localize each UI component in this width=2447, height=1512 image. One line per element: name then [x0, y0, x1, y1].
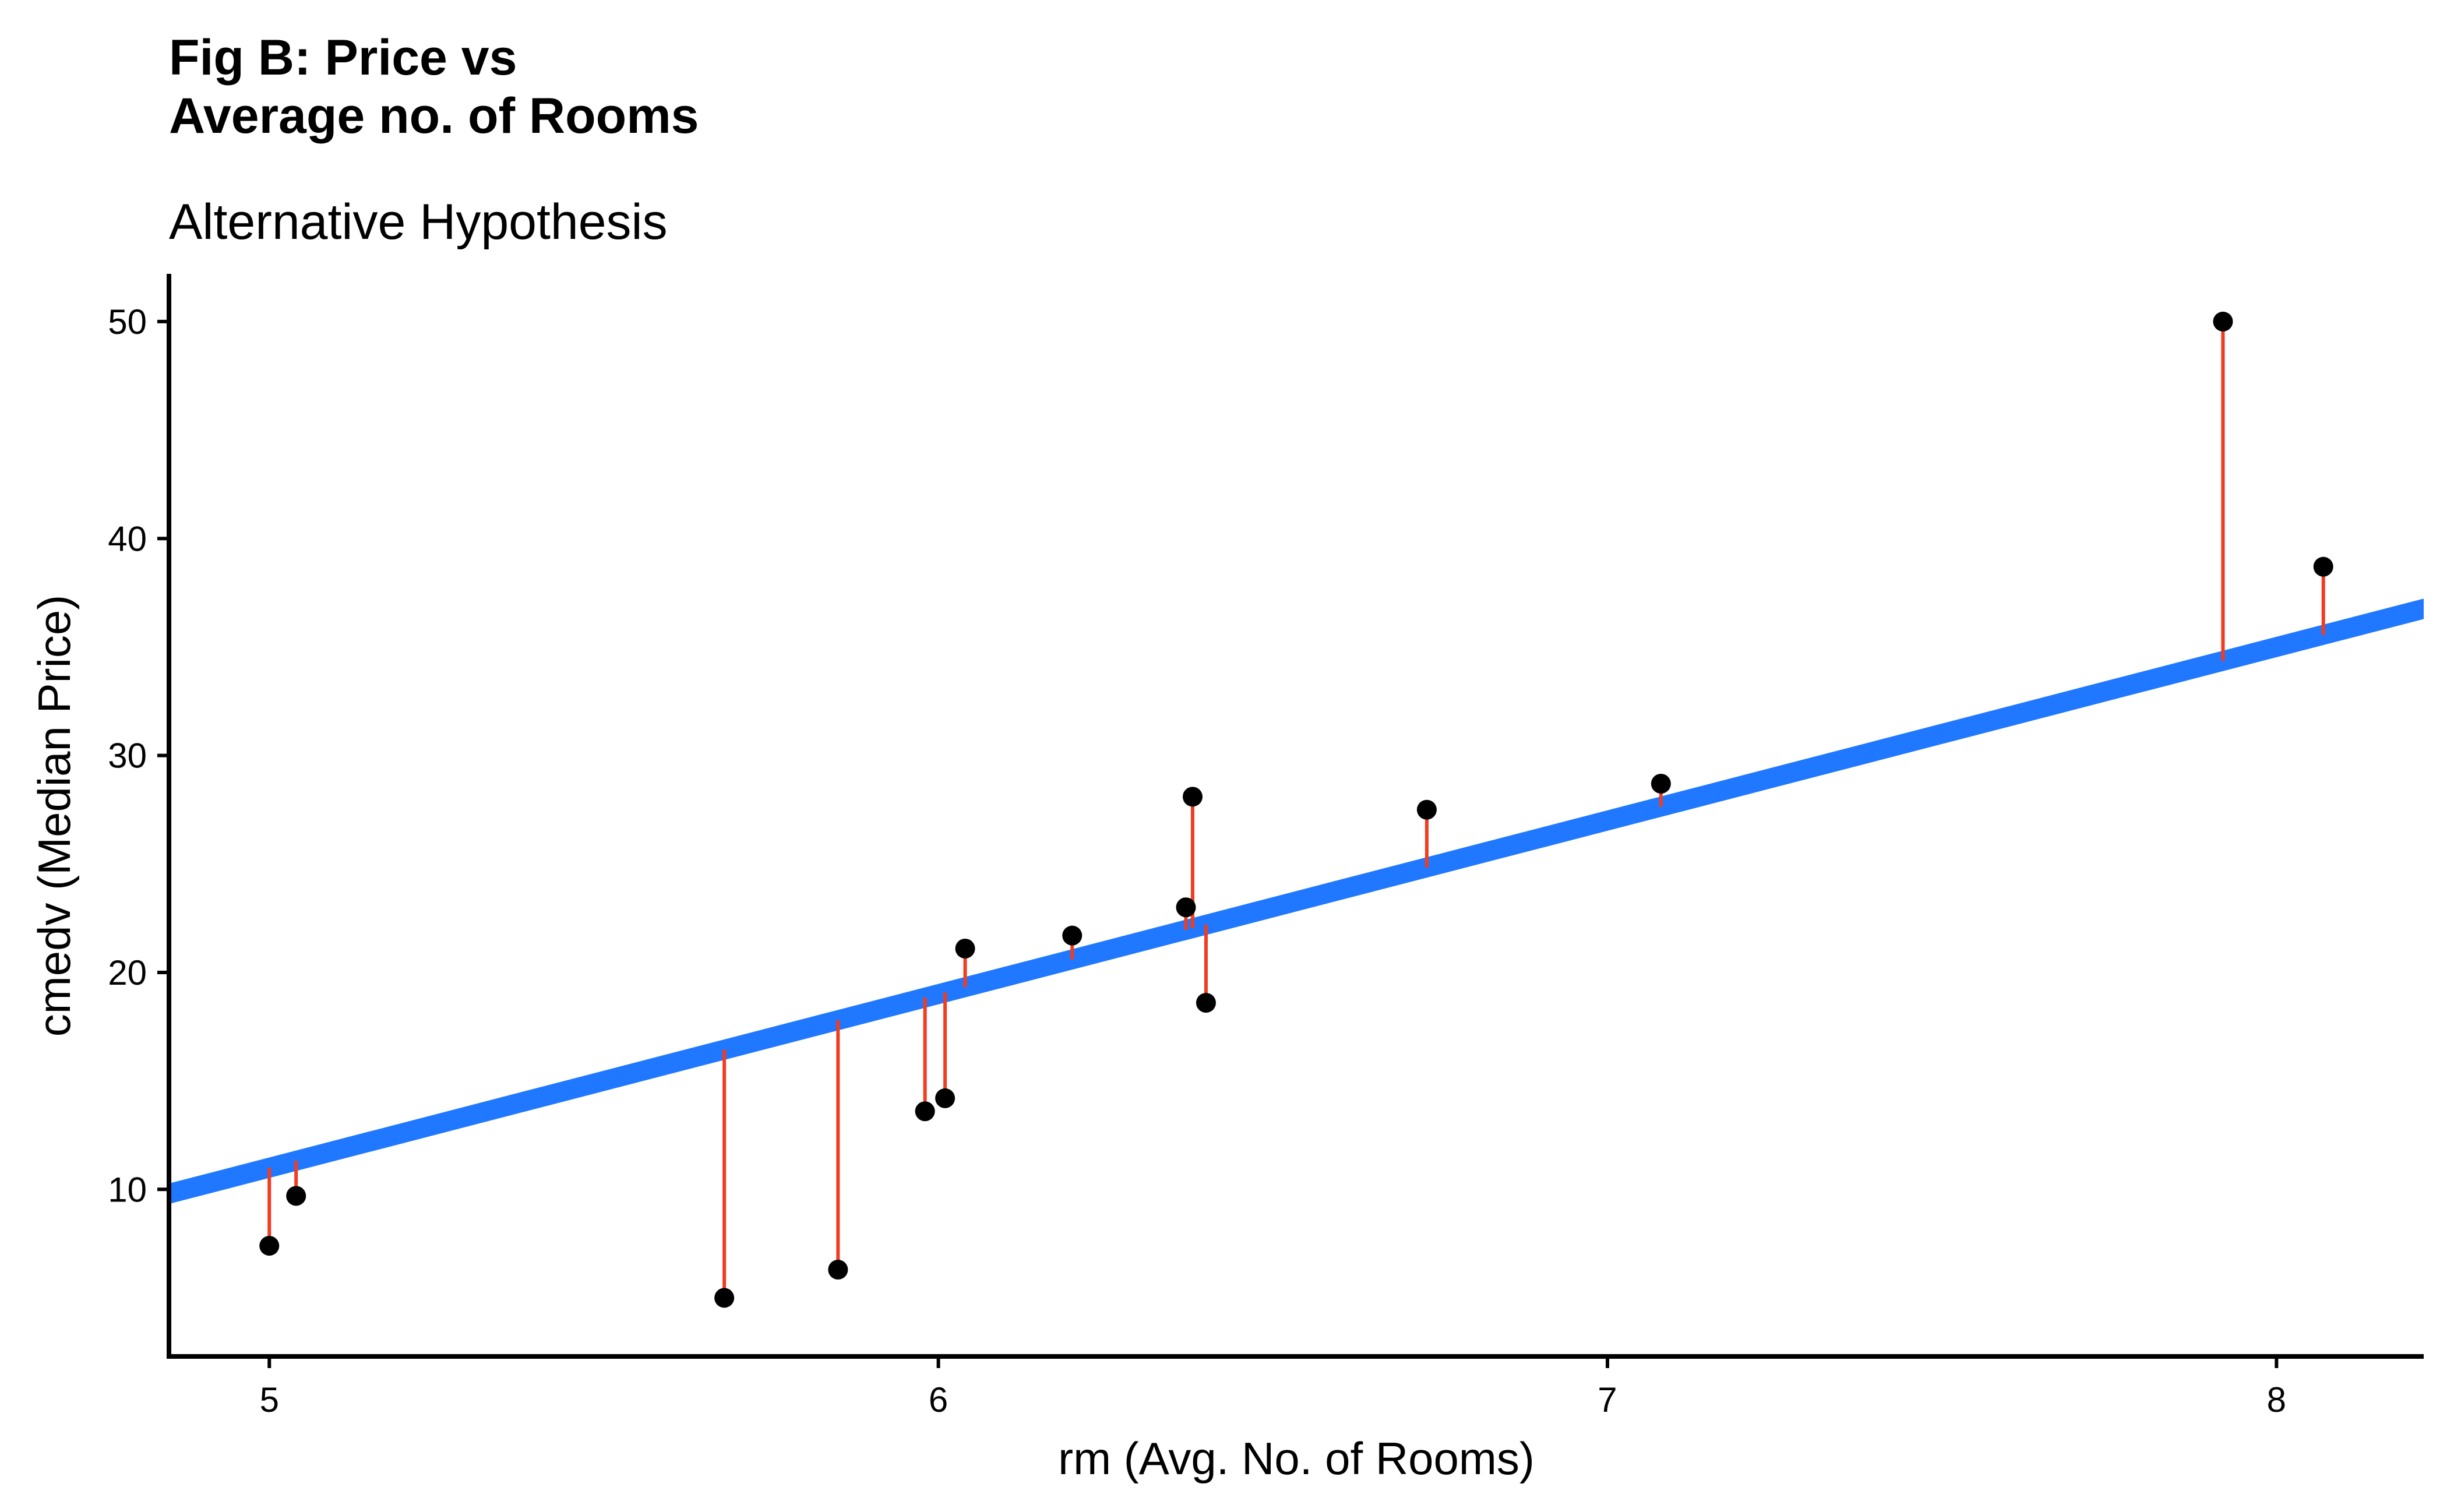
y-axis-title: cmedv (Median Price)	[29, 595, 80, 1037]
y-tick-label: 20	[108, 953, 147, 992]
x-axis-title: rm (Avg. No. of Rooms)	[1058, 1433, 1535, 1484]
data-point	[1651, 774, 1671, 794]
chart-subtitle: Alternative Hypothesis	[169, 194, 668, 250]
point-layer	[259, 311, 2333, 1308]
data-point	[1196, 993, 1216, 1013]
residual-layer	[267, 321, 2325, 1298]
data-point	[828, 1260, 848, 1280]
data-point	[259, 1236, 280, 1256]
x-axis-ticks: 5 6 7 8	[260, 1356, 2286, 1419]
data-point	[714, 1288, 735, 1308]
y-tick-label: 10	[108, 1170, 147, 1209]
x-tick-label: 5	[260, 1380, 279, 1419]
data-point	[935, 1088, 955, 1108]
y-tick-label: 50	[108, 302, 147, 341]
data-point	[1183, 787, 1203, 807]
data-point	[1062, 925, 1083, 946]
x-tick-label: 6	[929, 1380, 948, 1419]
x-tick-label: 7	[1598, 1380, 1617, 1419]
chart-title-line-1: Fig B: Price vs	[169, 30, 517, 86]
fit-line-layer	[169, 598, 2424, 1204]
y-tick-label: 30	[108, 736, 147, 776]
data-point	[1416, 799, 1437, 820]
y-axis-ticks: 10 20 30 40 50	[108, 302, 169, 1209]
y-tick-label: 40	[108, 519, 147, 558]
data-point	[2313, 556, 2333, 577]
data-point	[1176, 897, 1196, 918]
fit-line	[169, 598, 2424, 1204]
data-point	[286, 1186, 306, 1206]
chart-title-line-2: Average no. of Rooms	[169, 88, 699, 144]
data-point	[955, 938, 975, 958]
data-point	[2213, 311, 2233, 332]
data-point	[915, 1101, 935, 1122]
x-tick-label: 8	[2267, 1380, 2286, 1419]
